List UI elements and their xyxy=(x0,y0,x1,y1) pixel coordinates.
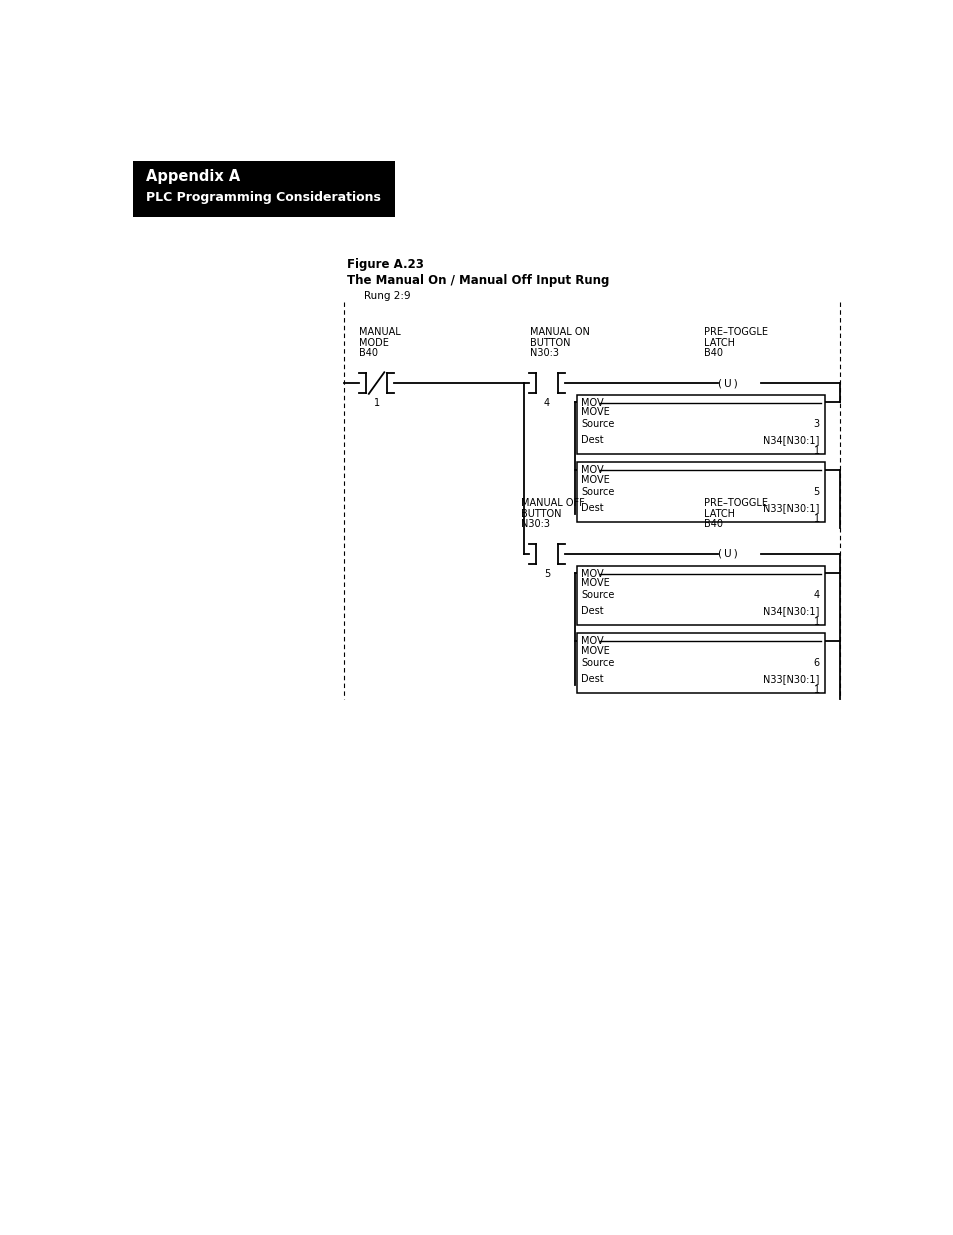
Text: Dest: Dest xyxy=(580,436,603,446)
Text: 4: 4 xyxy=(543,399,550,409)
Text: B40: B40 xyxy=(703,520,722,530)
Text: MOVE: MOVE xyxy=(580,406,609,417)
Text: N30:3: N30:3 xyxy=(520,520,549,530)
Bar xyxy=(576,462,823,521)
Text: Dest: Dest xyxy=(580,503,603,514)
Text: 1: 1 xyxy=(813,446,819,456)
Text: MODE: MODE xyxy=(359,337,389,347)
Text: 6: 6 xyxy=(813,658,819,668)
Text: MOV: MOV xyxy=(580,568,603,579)
Text: 1: 1 xyxy=(813,514,819,524)
Text: LATCH: LATCH xyxy=(703,337,735,347)
Text: N33[N30:1]: N33[N30:1] xyxy=(762,674,819,684)
Text: N33[N30:1]: N33[N30:1] xyxy=(762,503,819,514)
Text: MOV: MOV xyxy=(580,466,603,475)
Text: MANUAL OFF: MANUAL OFF xyxy=(520,498,584,508)
Text: Dest: Dest xyxy=(580,674,603,684)
Text: MOVE: MOVE xyxy=(580,578,609,588)
Text: Source: Source xyxy=(580,590,614,600)
Text: N34[N30:1]: N34[N30:1] xyxy=(762,606,819,616)
Text: Rung 2:9: Rung 2:9 xyxy=(364,290,411,300)
Text: Source: Source xyxy=(580,658,614,668)
Text: BUTTON: BUTTON xyxy=(530,337,570,347)
Bar xyxy=(576,566,823,625)
Text: BUTTON: BUTTON xyxy=(520,509,560,519)
Text: 1: 1 xyxy=(813,618,819,627)
Text: MANUAL: MANUAL xyxy=(359,327,401,337)
Text: B40: B40 xyxy=(703,348,722,358)
Text: B40: B40 xyxy=(359,348,378,358)
Text: PRE–TOGGLE: PRE–TOGGLE xyxy=(703,327,767,337)
Text: N30:3: N30:3 xyxy=(530,348,558,358)
Text: 6: 6 xyxy=(737,569,743,579)
Text: 6: 6 xyxy=(737,399,743,409)
Text: MOV: MOV xyxy=(580,398,603,408)
Text: 1: 1 xyxy=(373,399,379,409)
Text: MOVE: MOVE xyxy=(580,474,609,484)
Text: PRE–TOGGLE: PRE–TOGGLE xyxy=(703,498,767,508)
Text: 5: 5 xyxy=(543,569,550,579)
Text: Source: Source xyxy=(580,487,614,496)
Text: Appendix A: Appendix A xyxy=(146,169,239,184)
Bar xyxy=(576,395,823,454)
Text: 4: 4 xyxy=(813,590,819,600)
Bar xyxy=(133,162,395,216)
Text: MANUAL ON: MANUAL ON xyxy=(530,327,589,337)
Text: N34[N30:1]: N34[N30:1] xyxy=(762,436,819,446)
Text: PLC Programming Considerations: PLC Programming Considerations xyxy=(146,190,380,204)
Text: MOV: MOV xyxy=(580,636,603,646)
Text: ( U ): ( U ) xyxy=(717,550,737,559)
Text: 1: 1 xyxy=(813,685,819,695)
Text: Source: Source xyxy=(580,419,614,430)
Text: LATCH: LATCH xyxy=(703,509,735,519)
Text: The Manual On / Manual Off Input Rung: The Manual On / Manual Off Input Rung xyxy=(347,274,609,287)
Text: ( U ): ( U ) xyxy=(717,378,737,388)
Text: 3: 3 xyxy=(813,419,819,430)
Text: Figure A.23: Figure A.23 xyxy=(347,258,423,270)
Text: MOVE: MOVE xyxy=(580,646,609,656)
Bar xyxy=(576,634,823,693)
Text: 5: 5 xyxy=(813,487,819,496)
Text: Dest: Dest xyxy=(580,606,603,616)
